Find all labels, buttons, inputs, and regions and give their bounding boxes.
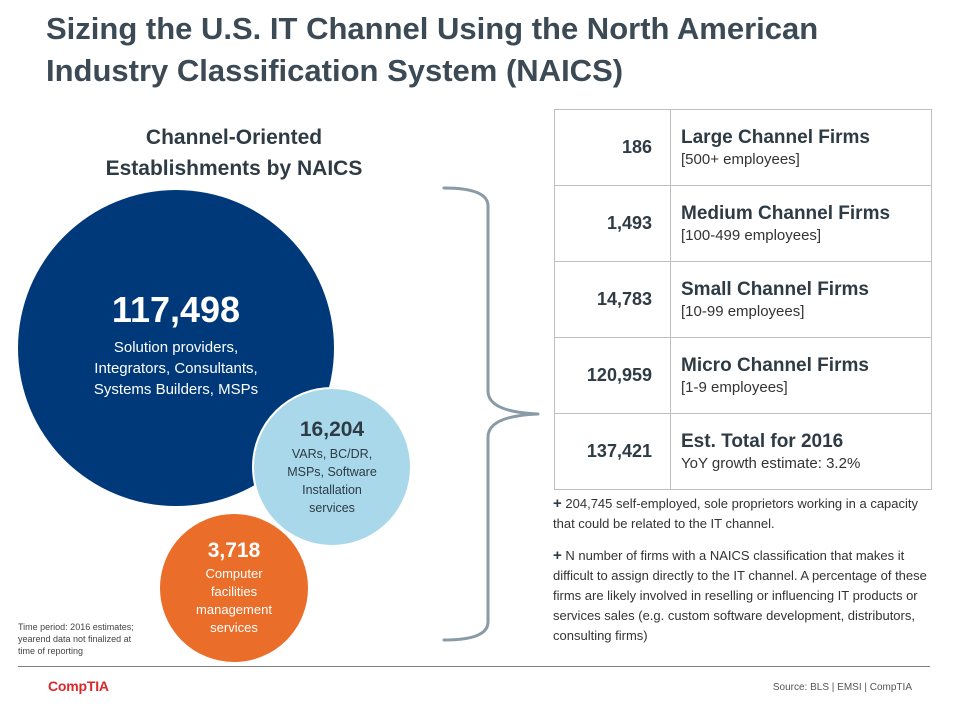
- table-row: 137,421 Est. Total for 2016 YoY growth e…: [554, 413, 932, 490]
- firm-count: 186: [554, 109, 671, 186]
- circle-value: 117,498: [111, 288, 241, 330]
- circle-description: VARs, BC/DR, MSPs, Software Installation…: [287, 446, 377, 515]
- time-period-note: Time period: 2016 estimates; yearend dat…: [18, 622, 134, 656]
- comptia-logo: CompTIA: [48, 678, 109, 694]
- firm-category-detail: [100-499 employees]: [681, 226, 822, 244]
- firm-category-name: Est. Total for 2016: [681, 430, 844, 452]
- circle-value: 16,204: [299, 417, 365, 441]
- firm-category: Est. Total for 2016 YoY growth estimate:…: [670, 413, 932, 490]
- firm-count: 14,783: [554, 261, 671, 338]
- plus-icon: +: [553, 495, 562, 512]
- footer-divider: [18, 666, 930, 667]
- table-row: 1,493 Medium Channel Firms [100-499 empl…: [554, 185, 932, 262]
- firm-category-detail: YoY growth estimate: 3.2%: [681, 454, 861, 472]
- firm-category-name: Micro Channel Firms: [681, 354, 869, 376]
- firm-count: 137,421: [554, 413, 671, 490]
- facilities-management-circle: 3,718 Computer facilities management ser…: [158, 512, 310, 664]
- table-row: 14,783 Small Channel Firms [10-99 employ…: [554, 261, 932, 338]
- naics-classification-note: + N number of firms with a NAICS classif…: [553, 546, 931, 646]
- source-citation: Source: BLS | EMSI | CompTIA: [772, 682, 912, 693]
- firm-category: Medium Channel Firms [100-499 employees]: [670, 185, 932, 262]
- note-text: N number of firms with a NAICS classific…: [553, 548, 927, 643]
- vars-circle: 16,204 VARs, BC/DR, MSPs, Software Insta…: [252, 387, 412, 547]
- table-row: 120,959 Micro Channel Firms [1-9 employe…: [554, 337, 932, 414]
- solution-providers-circle: 117,498 Solution providers, Integrators,…: [18, 190, 334, 506]
- firm-category-name: Large Channel Firms: [681, 126, 870, 148]
- firm-category-detail: [10-99 employees]: [681, 302, 805, 320]
- note-text: 204,745 self-employed, sole proprietors …: [553, 496, 919, 531]
- firm-count: 120,959: [554, 337, 671, 414]
- firm-category-detail: [500+ employees]: [681, 150, 800, 168]
- firm-category: Large Channel Firms [500+ employees]: [670, 109, 932, 186]
- firm-category: Small Channel Firms [10-99 employees]: [670, 261, 932, 338]
- curly-brace-icon: [442, 186, 540, 642]
- firm-category-detail: [1-9 employees]: [681, 378, 788, 396]
- footnotes: + 204,745 self-employed, sole proprietor…: [553, 494, 931, 658]
- firm-category-name: Medium Channel Firms: [681, 202, 891, 224]
- firm-category: Micro Channel Firms [1-9 employees]: [670, 337, 932, 414]
- table-row: 186 Large Channel Firms [500+ employees]: [554, 109, 932, 186]
- self-employed-note: + 204,745 self-employed, sole proprietor…: [553, 494, 931, 534]
- chart-subtitle: Channel-Oriented Establishments by NAICS: [105, 126, 363, 180]
- firm-count: 1,493: [554, 185, 671, 262]
- firm-size-table: 186 Large Channel Firms [500+ employees]…: [554, 109, 932, 490]
- plus-icon: +: [553, 547, 562, 564]
- circle-description: Computer facilities management services: [196, 566, 272, 635]
- circle-description: Solution providers, Integrators, Consult…: [93, 338, 259, 398]
- firm-category-name: Small Channel Firms: [681, 278, 869, 300]
- page-title: Sizing the U.S. IT Channel Using the Nor…: [46, 11, 819, 88]
- circle-value: 3,718: [207, 539, 261, 562]
